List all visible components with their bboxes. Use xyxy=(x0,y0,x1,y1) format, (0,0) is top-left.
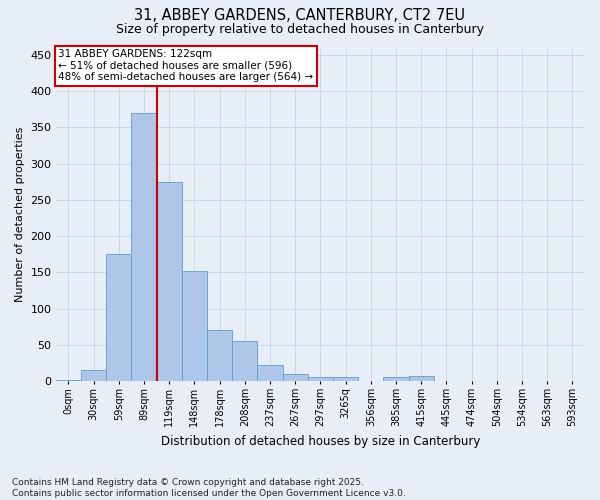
Text: Size of property relative to detached houses in Canterbury: Size of property relative to detached ho… xyxy=(116,22,484,36)
Bar xyxy=(484,380,509,381)
Text: 31, ABBEY GARDENS, CANTERBURY, CT2 7EU: 31, ABBEY GARDENS, CANTERBURY, CT2 7EU xyxy=(134,8,466,22)
Bar xyxy=(409,376,434,381)
Bar xyxy=(560,380,585,381)
Text: 31 ABBEY GARDENS: 122sqm
← 51% of detached houses are smaller (596)
48% of semi-: 31 ABBEY GARDENS: 122sqm ← 51% of detach… xyxy=(58,49,314,82)
Bar xyxy=(157,182,182,381)
Text: Contains HM Land Registry data © Crown copyright and database right 2025.
Contai: Contains HM Land Registry data © Crown c… xyxy=(12,478,406,498)
Bar xyxy=(283,374,308,381)
Bar xyxy=(81,370,106,381)
Bar xyxy=(106,254,131,381)
Bar xyxy=(333,377,358,381)
Bar xyxy=(131,113,157,381)
X-axis label: Distribution of detached houses by size in Canterbury: Distribution of detached houses by size … xyxy=(161,434,480,448)
Y-axis label: Number of detached properties: Number of detached properties xyxy=(15,126,25,302)
Bar xyxy=(207,330,232,381)
Bar xyxy=(232,342,257,381)
Bar xyxy=(257,364,283,381)
Bar xyxy=(308,377,333,381)
Bar xyxy=(182,271,207,381)
Bar xyxy=(383,377,409,381)
Bar xyxy=(56,380,81,381)
